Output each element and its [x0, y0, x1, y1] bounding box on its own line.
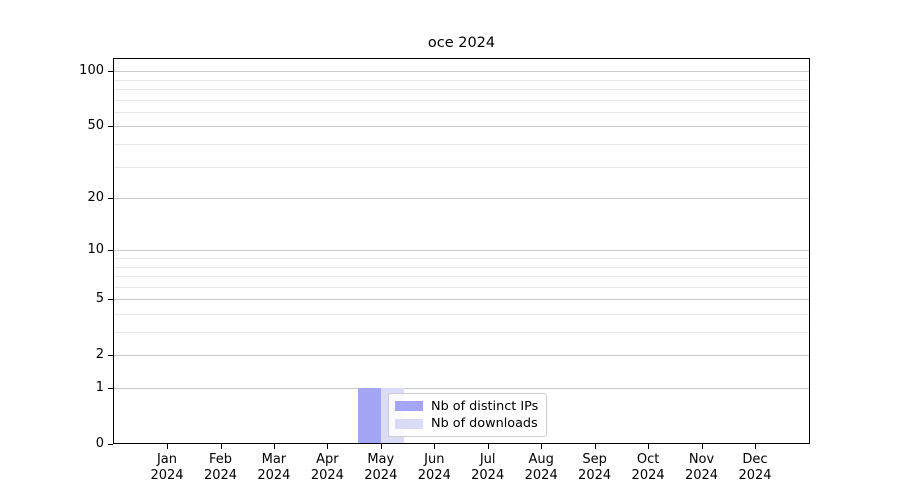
x-tick: [167, 444, 168, 449]
x-tick-month: Jun: [424, 452, 445, 467]
gridline-minor: [113, 144, 810, 145]
y-tick: [108, 444, 113, 445]
gridline-minor: [113, 99, 810, 101]
gridline-minor: [113, 266, 810, 268]
x-tick-label: Jun 2024: [402, 452, 466, 483]
x-tick-year: 2024: [471, 467, 505, 483]
x-tick-label: Nov 2024: [670, 452, 734, 483]
x-tick-label: Oct 2024: [616, 452, 680, 483]
x-tick: [594, 444, 596, 449]
x-tick: [487, 444, 489, 449]
y-tick-label: 5: [95, 291, 104, 307]
legend-item-label: Nb of distinct IPs: [431, 398, 539, 414]
x-tick-month: Aug: [528, 452, 554, 467]
x-tick-month: Feb: [208, 452, 233, 467]
x-tick-label: May 2024: [349, 452, 413, 483]
y-tick: [108, 126, 113, 128]
x-tick-year: 2024: [578, 467, 612, 483]
x-tick-month: May: [367, 452, 395, 467]
legend-item: Nb of downloads: [395, 416, 546, 431]
x-tick-year: 2024: [738, 467, 772, 483]
y-tick: [108, 299, 113, 301]
x-tick: [434, 444, 436, 449]
x-tick-year: 2024: [364, 467, 398, 483]
x-tick: [541, 444, 543, 449]
bar-nb-of-distinct-ips-may: [357, 388, 381, 444]
x-tick-label: Mar 2024: [242, 452, 306, 483]
y-tick-label: 1: [95, 380, 104, 395]
x-tick-year: 2024: [203, 467, 238, 483]
x-tick-month: Oct: [636, 452, 660, 467]
gridline-minor: [113, 286, 810, 288]
x-tick-label: Jan 2024: [135, 452, 199, 483]
y-tick-label: 100: [79, 63, 104, 79]
y-tick-label: 0: [95, 436, 104, 451]
gridline-major: [113, 71, 810, 73]
x-tick-month: Dec: [742, 452, 768, 467]
legend-color-swatch: [395, 418, 423, 429]
x-tick-year: 2024: [524, 467, 558, 483]
y-tick: [108, 71, 113, 73]
gridline-minor: [113, 89, 810, 90]
x-tick-year: 2024: [684, 467, 719, 483]
x-tick: [327, 444, 329, 449]
x-tick-label: Feb 2024: [189, 452, 253, 483]
legend-item-label: Nb of downloads: [431, 416, 538, 432]
legend: Nb of distinct IPs Nb of downloads: [388, 393, 547, 437]
y-tick: [108, 250, 113, 252]
chart-title: oce 2024: [427, 35, 496, 51]
x-tick: [380, 444, 382, 449]
x-tick-year: 2024: [310, 467, 344, 483]
y-tick-label: 20: [87, 190, 104, 206]
plot-area: [113, 58, 810, 444]
x-tick-year: 2024: [417, 467, 451, 483]
gridline-minor: [113, 314, 810, 315]
gridline-minor: [113, 332, 810, 333]
gridline-minor: [113, 79, 810, 81]
x-tick-year: 2024: [631, 467, 665, 483]
x-tick-label: Apr 2024: [295, 452, 359, 483]
gridline-major: [113, 299, 810, 301]
x-tick-label: Dec 2024: [723, 452, 787, 483]
x-tick-month: Jan: [156, 452, 178, 467]
x-tick-year: 2024: [257, 467, 291, 483]
gridline-major: [113, 388, 810, 389]
y-tick-label: 50: [87, 118, 104, 134]
x-tick-label: Sep 2024: [563, 452, 627, 483]
y-tick-label: 2: [95, 347, 104, 363]
y-tick: [108, 198, 113, 200]
x-tick: [648, 444, 650, 449]
gridline-minor: [113, 258, 810, 259]
y-tick: [108, 388, 113, 389]
x-tick: [273, 444, 275, 449]
y-tick-label: 10: [87, 242, 104, 258]
legend-item: Nb of distinct IPs: [395, 399, 546, 414]
x-tick-month: Sep: [582, 452, 607, 467]
gridline-minor: [113, 276, 810, 277]
x-tick-label: Jul 2024: [456, 452, 520, 483]
x-tick-month: Jul: [479, 452, 496, 467]
x-tick-month: Apr: [316, 452, 339, 467]
gridline-minor: [113, 166, 810, 168]
gridline-major: [113, 126, 810, 128]
x-tick-month: Mar: [261, 452, 287, 467]
x-tick-label: Aug 2024: [509, 452, 573, 483]
gridline-major: [113, 250, 810, 252]
gridline-minor: [113, 111, 810, 113]
x-tick: [701, 444, 703, 449]
gridline-major: [113, 198, 810, 200]
legend-color-swatch: [395, 401, 423, 412]
x-tick: [755, 444, 756, 449]
gridline-major: [113, 355, 810, 357]
x-tick-month: Nov: [688, 452, 715, 467]
x-tick-year: 2024: [150, 467, 184, 483]
x-tick: [220, 444, 222, 449]
y-tick: [108, 355, 113, 357]
